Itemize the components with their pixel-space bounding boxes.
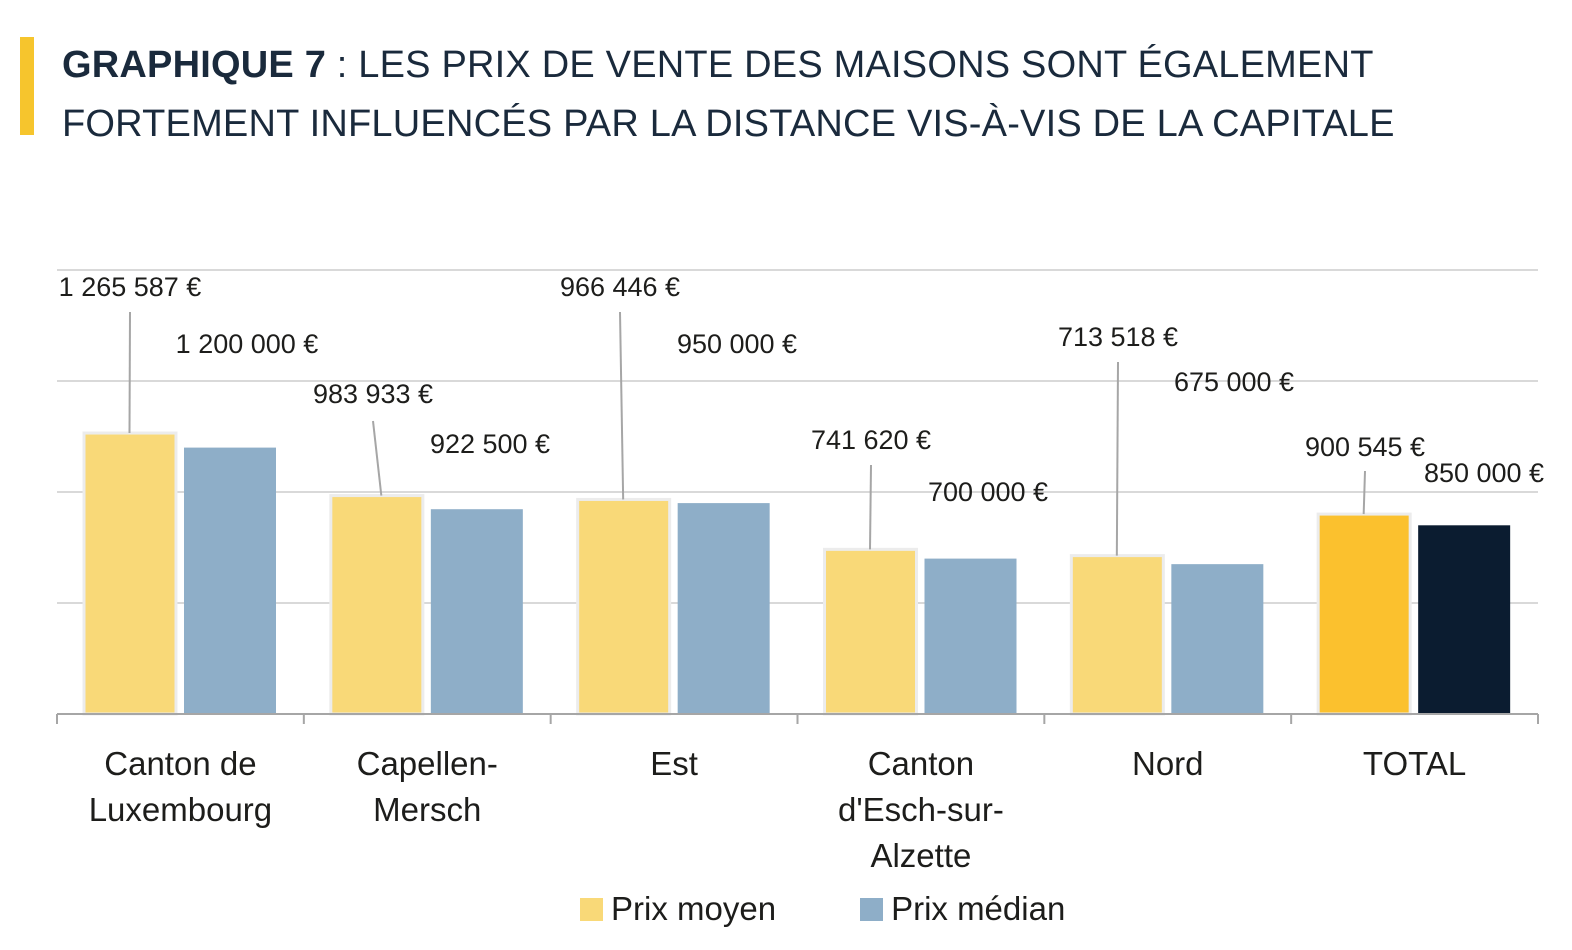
category-label: TOTAL [1363,745,1466,782]
bar-prix-moyen [1316,512,1412,716]
leader-line [1362,470,1366,515]
bar-prix-median [184,447,276,714]
data-label-mean: 741 620 € [811,425,931,455]
category-label: Nord [1132,745,1204,782]
bar-prix-moyen [823,547,918,716]
legend: Prix moyen Prix médian [580,890,1149,928]
leader-line [372,420,383,496]
leader-line [869,464,872,550]
data-label-mean: 713 518 € [1058,322,1178,352]
legend-item-mean: Prix moyen [580,890,776,928]
bar-prix-median [1171,564,1264,714]
title-number: GRAPHIQUE 7 [62,44,327,86]
data-label-median: 850 000 € [1424,458,1544,488]
legend-item-median: Prix médian [860,890,1065,928]
data-label-mean: 983 933 € [313,379,433,409]
category-label: Canton [868,745,974,782]
chart-title: GRAPHIQUE 7 : LES PRIX DE VENTE DES MAIS… [62,36,1542,154]
data-label-mean: 966 446 € [560,272,680,302]
category-label: Capellen- [357,745,498,782]
category-labels: Canton de Luxembourg Capellen- Mersch Est Can… [89,745,1467,874]
bar-prix-moyen [329,494,425,716]
category-label: Luxembourg [89,791,272,828]
data-labels: 1 265 587 € 1 200 000 € 983 933 € 922 500 €… [59,272,1544,507]
legend-label-median: Prix médian [891,890,1066,927]
leader-line [128,311,131,434]
bar-prix-moyen [576,497,672,716]
leader-lines [128,311,1366,556]
category-label: Est [650,745,698,782]
grid-layer [57,269,1538,604]
category-label: d'Esch-sur- [838,791,1004,828]
data-label-median: 675 000 € [1174,367,1294,397]
category-label: Mersch [373,791,481,828]
bar-prix-median [677,503,770,714]
bar-prix-median [430,509,523,714]
x-axis [56,713,1539,724]
legend-swatch-mean [580,897,603,921]
bar-layer [82,431,1511,716]
data-label-median: 700 000 € [928,477,1048,507]
bar-chart: 1 265 587 € 1 200 000 € 983 933 € 922 500 €… [56,269,1544,874]
data-label-median: 922 500 € [430,429,550,459]
bar-prix-moyen [1069,554,1165,716]
legend-label-mean: Prix moyen [611,890,777,927]
bar-prix-median [924,558,1017,714]
leader-line [619,311,625,500]
data-label-median: 1 200 000 € [176,329,319,359]
data-label-mean: 900 545 € [1305,432,1425,462]
category-label: Canton de [104,745,256,782]
title-text: : LES PRIX DE VENTE DES MAISONS SONT ÉGA… [62,44,1395,145]
bar-prix-moyen [82,431,178,716]
bar-prix-median [1418,525,1511,714]
leader-line [1115,361,1119,556]
title-accent-bar [20,37,34,135]
legend-swatch-median [860,897,884,921]
category-label: Alzette [870,837,971,874]
data-label-mean: 1 265 587 € [59,272,202,302]
data-label-median: 950 000 € [677,329,797,359]
